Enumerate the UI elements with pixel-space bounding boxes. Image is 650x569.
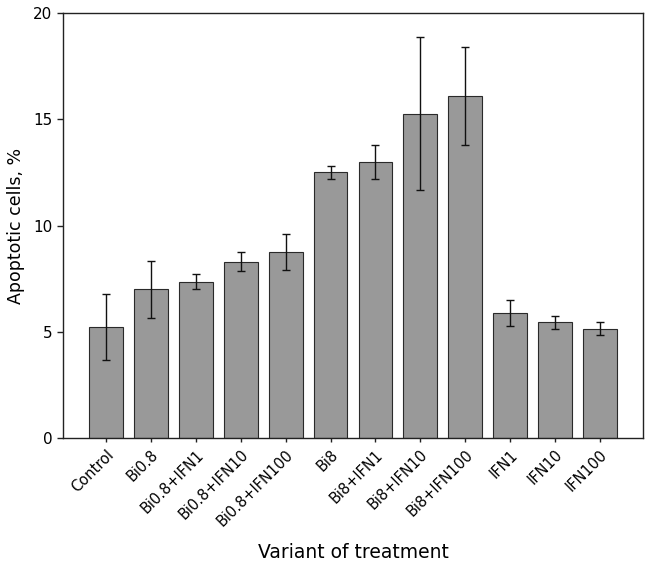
Bar	[404, 114, 437, 438]
Bar	[583, 329, 617, 438]
Bar	[134, 290, 168, 438]
Bar	[224, 262, 257, 438]
Bar	[269, 252, 302, 438]
Bar	[359, 162, 392, 438]
Bar	[493, 313, 527, 438]
Y-axis label: Apoptotic cells, %: Apoptotic cells, %	[7, 147, 25, 304]
Bar	[179, 282, 213, 438]
Bar	[314, 172, 347, 438]
X-axis label: Variant of treatment: Variant of treatment	[257, 543, 448, 562]
Bar	[448, 96, 482, 438]
Bar	[538, 322, 572, 438]
Bar	[89, 327, 123, 438]
